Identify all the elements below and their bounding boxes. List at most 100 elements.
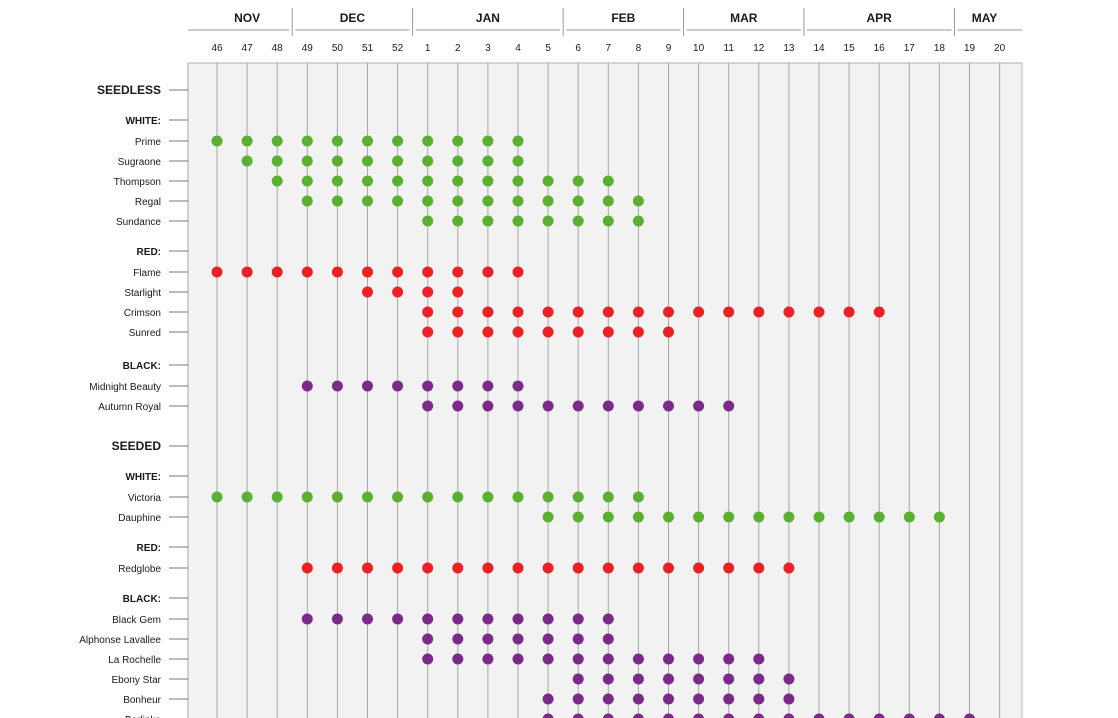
availability-dot [542,653,554,665]
availability-dot [482,266,494,278]
section-label: SEEDLESS [97,83,161,97]
availability-dot [753,562,765,574]
availability-dot [241,491,253,503]
availability-dot [482,135,494,147]
availability-dot [542,400,554,412]
availability-dot [632,693,644,705]
availability-dot [602,400,614,412]
availability-dot [572,673,584,685]
availability-dot [602,195,614,207]
availability-dot [663,511,674,523]
month-label: JAN [476,11,500,25]
availability-dot [482,326,494,338]
availability-dot [512,400,524,412]
availability-dot [873,306,885,318]
group-label: RED: [137,543,161,554]
month-label: DEC [340,11,366,25]
availability-dot [873,713,885,718]
availability-dot [271,175,283,187]
variety-label: Alphonse Lavallee [79,635,161,646]
availability-dot [693,562,705,574]
availability-dot [482,562,494,574]
availability-dot [422,562,434,574]
availability-dot [903,511,915,523]
week-label: 12 [753,43,765,54]
availability-dot [783,306,795,318]
availability-dot [301,491,313,503]
availability-dot [392,491,404,503]
availability-dot [422,155,434,167]
availability-dot [422,326,434,338]
availability-dot [211,266,223,278]
availability-dot [602,613,614,625]
week-label: 11 [724,43,735,54]
availability-dot [632,713,644,718]
availability-dot [392,286,404,298]
variety-label: Prime [135,137,162,148]
availability-dot [572,511,584,523]
availability-dot [512,491,524,503]
availability-dot [482,491,494,503]
week-label: 19 [964,43,976,54]
week-label: 15 [844,43,856,54]
week-label: 13 [783,43,795,54]
availability-dot [663,306,674,318]
variety-label: Redglobe [118,564,161,575]
availability-dot [452,380,464,392]
availability-dot [693,400,705,412]
availability-dot [452,175,464,187]
availability-dot [783,673,795,685]
week-label: 3 [485,43,491,54]
availability-dot [542,306,554,318]
availability-dot [813,713,825,718]
group-label: BLACK: [123,594,161,605]
availability-dot [331,491,343,503]
availability-dot [392,562,404,574]
availability-dot [572,633,584,645]
availability-dot [482,613,494,625]
availability-dot [602,491,614,503]
variety-label: Sundance [116,217,161,228]
availability-dot [753,653,765,665]
availability-dot [512,380,524,392]
availability-dot [602,673,614,685]
month-label: NOV [234,11,260,25]
availability-dot [542,693,554,705]
availability-dot [392,135,404,147]
month-label: MAR [730,11,758,25]
availability-dot [542,491,554,503]
availability-dot [933,511,945,523]
availability-dot [542,633,554,645]
week-label: 1 [425,43,431,54]
availability-dot [331,613,343,625]
availability-dot [783,562,795,574]
availability-dot [422,633,434,645]
plot-background [188,63,1022,718]
availability-dot [331,266,343,278]
availability-dot [482,215,494,227]
availability-dot [753,693,765,705]
month-label: MAY [972,11,998,25]
availability-dot [512,326,524,338]
availability-dot [602,175,614,187]
availability-dot [452,613,464,625]
availability-dot [843,713,855,718]
availability-dot [632,306,644,318]
availability-dot [572,306,584,318]
variety-label: Thompson [114,177,161,188]
availability-dot [632,511,644,523]
availability-dot [512,175,524,187]
row-labels: SEEDLESS WHITE: Prime Sugraone Thompson Regal… [79,83,188,718]
availability-dot [602,326,614,338]
availability-dot [632,195,644,207]
availability-dot [422,175,434,187]
availability-dot [452,215,464,227]
availability-dot [572,653,584,665]
week-label: 51 [362,43,374,54]
availability-dot [452,633,464,645]
availability-dot [362,266,373,278]
availability-dot [663,400,674,412]
availability-dot [422,215,434,227]
availability-dot [452,286,464,298]
